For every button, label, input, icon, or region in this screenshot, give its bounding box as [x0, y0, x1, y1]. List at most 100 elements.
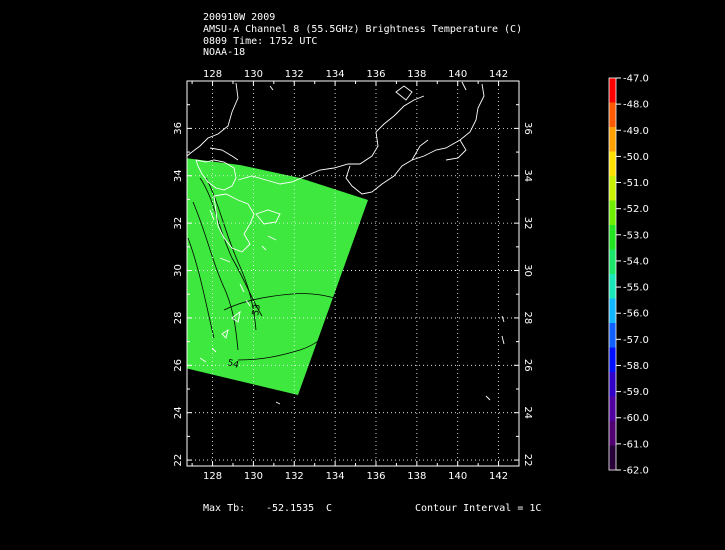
lat-lon-grid	[187, 81, 519, 466]
colorbar-swatch	[609, 102, 616, 128]
colorbar-swatch	[609, 298, 616, 324]
colorbar-swatch	[609, 151, 616, 177]
lat-label-right: 26	[522, 359, 533, 372]
header-satellite: NOAA-18	[203, 47, 246, 58]
coast-segment	[231, 310, 241, 323]
lat-label-left: 32	[173, 217, 184, 230]
lon-label-top: 132	[285, 69, 304, 80]
frame-ticks: 128 128 130 130 132 132 134 134 136 136 138 138 140 1…	[173, 69, 533, 482]
colorbar-label: -50.0	[623, 152, 649, 163]
lat-label-right: 24	[522, 406, 533, 419]
colorbar-swatch	[609, 396, 616, 422]
coast-segment	[261, 245, 267, 251]
lon-label-bottom: 128	[203, 471, 222, 482]
colorbar-label: -54.0	[623, 256, 649, 267]
coast-segment	[395, 85, 413, 101]
colorbar-label: -62.0	[623, 466, 649, 477]
coast-segment	[267, 235, 277, 241]
colorbar-frame	[608, 77, 617, 471]
lon-label-bottom: 130	[244, 471, 263, 482]
max-tb-label: Max Tb:	[203, 503, 246, 514]
coast-segment	[209, 209, 215, 221]
coast-segment	[345, 83, 485, 195]
colorbar-label: -58.0	[623, 361, 649, 372]
lon-label-bottom: 140	[448, 471, 467, 482]
colorbar-label: -59.0	[623, 387, 649, 398]
lat-label-left: 28	[173, 312, 184, 325]
lat-label-left: 26	[173, 359, 184, 372]
colorbar-swatch	[609, 249, 616, 275]
header-time: 0809 Time: 1752 UTC	[203, 36, 318, 47]
coast-segment	[209, 147, 239, 161]
coast-segment	[393, 95, 425, 117]
lon-label-bottom: 132	[285, 471, 304, 482]
coast-segment	[411, 139, 429, 161]
map-frame	[186, 80, 520, 467]
lon-label-bottom: 136	[366, 471, 385, 482]
colorbar-label: -60.0	[623, 413, 649, 424]
contour-label-53: 53	[251, 304, 263, 317]
lon-label-bottom: 134	[326, 471, 345, 482]
lat-label-right: 28	[522, 312, 533, 325]
lat-label-right: 34	[522, 169, 533, 182]
coast-segment	[255, 209, 281, 225]
swath-polygon	[187, 158, 368, 395]
coast-segment	[485, 395, 491, 401]
contour-interval: Contour Interval = 1C	[415, 503, 542, 514]
colorbar-swatch	[609, 347, 616, 373]
coast-segment	[461, 81, 467, 91]
header-product: AMSU-A Channel 8 (55.5GHz) Brightness Te…	[203, 24, 523, 35]
max-tb-unit: C	[326, 503, 333, 514]
lat-label-left: 36	[173, 122, 184, 135]
lon-label-bottom: 142	[489, 471, 508, 482]
lat-label-right: 22	[522, 454, 533, 467]
coast-segment	[221, 328, 229, 339]
lon-label-top: 130	[244, 69, 263, 80]
coast-segment	[213, 193, 255, 253]
lat-label-left: 22	[173, 454, 184, 467]
coast-segment	[187, 82, 239, 157]
coast-segment	[211, 347, 217, 353]
colorbar: -47.0 -48.0 -49.0 -50.0 -51.0 -52.0 -53.0 -54.0…	[608, 74, 649, 477]
colorbar-swatch	[609, 225, 616, 250]
lon-label-top: 138	[407, 69, 426, 80]
coast-segment	[237, 115, 395, 185]
header-title: 200910W 2009	[203, 12, 276, 23]
lon-label-top: 136	[366, 69, 385, 80]
colorbar-swatch	[609, 200, 616, 226]
colorbar-swatch	[609, 127, 616, 152]
colorbar-label: -47.0	[623, 74, 649, 85]
coast-segment	[195, 159, 237, 191]
colorbar-label: -48.0	[623, 100, 649, 111]
coast-segment	[445, 139, 467, 161]
lon-label-top: 140	[448, 69, 467, 80]
coast-segment	[245, 299, 251, 307]
coast-segment	[275, 401, 281, 405]
colorbar-label: -52.0	[623, 204, 649, 215]
colorbar-label: -56.0	[623, 309, 649, 320]
coast-segment	[199, 357, 207, 363]
lat-label-right: 30	[522, 264, 533, 277]
lat-label-left: 30	[173, 264, 184, 277]
lon-label-top: 134	[326, 69, 345, 80]
colorbar-label: -53.0	[623, 230, 649, 241]
colorbar-swatch	[609, 445, 616, 471]
coast-segment	[501, 335, 505, 345]
lat-label-left: 34	[173, 169, 184, 182]
colorbar-swatch	[609, 421, 616, 446]
lat-label-right: 36	[522, 122, 533, 135]
colorbar-swatch	[609, 176, 616, 201]
coast-segment	[269, 85, 274, 91]
colorbar-label: -57.0	[623, 335, 649, 346]
colorbar-swatch	[609, 274, 616, 299]
coast-segment	[501, 315, 505, 323]
max-tb-value: -52.1535	[266, 503, 315, 514]
coast-segment	[219, 257, 231, 263]
lon-label-bottom: 138	[407, 471, 426, 482]
colorbar-label: -61.0	[623, 439, 649, 450]
lat-label-right: 32	[522, 217, 533, 230]
colorbar-label: -55.0	[623, 283, 649, 294]
lon-label-top: 142	[489, 69, 508, 80]
colorbar-swatch	[609, 323, 616, 348]
